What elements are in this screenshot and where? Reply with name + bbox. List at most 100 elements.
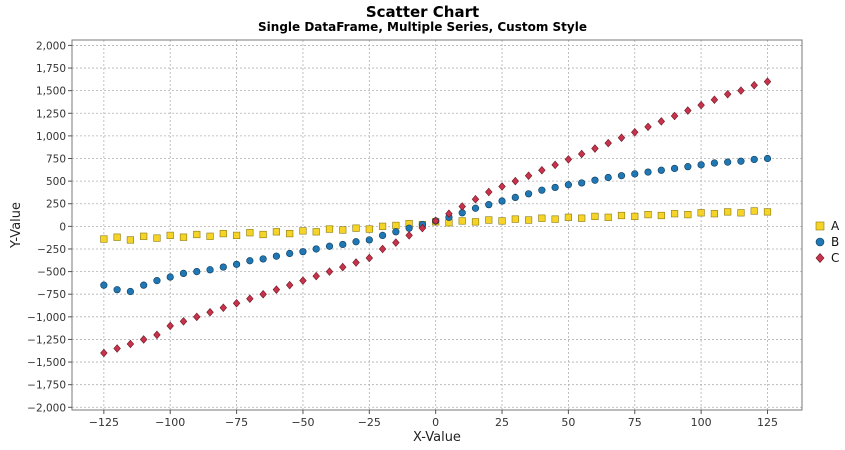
y-tick-label: −1,000 — [27, 312, 66, 324]
data-point-c — [100, 348, 108, 358]
data-point-c — [405, 231, 413, 240]
data-point-c — [365, 253, 374, 263]
data-point-a — [538, 214, 546, 222]
data-point-b — [750, 155, 758, 164]
data-point-a — [365, 225, 373, 233]
data-point-b — [272, 252, 281, 260]
data-point-b — [551, 183, 559, 192]
y-tick-label: 2,000 — [36, 40, 66, 52]
data-point-c — [617, 133, 626, 142]
x-tick-label: 50 — [561, 416, 575, 429]
y-axis-label: Y-Value — [9, 202, 24, 249]
data-point-b — [657, 166, 665, 174]
data-point-c — [485, 187, 493, 197]
x-axis-label: X-Value — [413, 430, 461, 445]
data-point-a — [737, 209, 745, 217]
data-point-a — [724, 208, 732, 216]
y-tick-label: 1,000 — [36, 131, 66, 143]
data-point-a — [312, 228, 320, 236]
legend-marker-a — [815, 221, 825, 231]
data-point-a — [511, 215, 519, 223]
data-point-a — [670, 210, 679, 218]
data-point-a — [339, 226, 347, 234]
data-point-c — [498, 182, 506, 191]
data-point-a — [325, 225, 334, 233]
data-point-c — [312, 271, 320, 281]
data-point-b — [299, 248, 307, 256]
data-point-a — [458, 217, 466, 225]
y-tick-label: −2,000 — [27, 402, 66, 414]
data-point-c — [631, 128, 639, 137]
data-point-b — [259, 255, 267, 263]
data-point-c — [763, 77, 772, 86]
data-point-a — [206, 232, 214, 240]
data-point-c — [644, 122, 652, 132]
plot-frame — [71, 39, 803, 411]
data-point-c — [392, 238, 400, 247]
data-point-c — [259, 289, 267, 299]
data-point-a — [219, 229, 227, 238]
data-point-c — [219, 303, 228, 313]
data-point-b — [352, 238, 360, 246]
data-point-a — [697, 209, 705, 217]
data-point-b — [564, 181, 573, 189]
data-point-b — [670, 164, 679, 173]
data-point-b — [140, 281, 148, 289]
data-point-a — [644, 210, 652, 219]
y-tick-label: −750 — [37, 289, 66, 301]
data-point-c — [418, 223, 427, 233]
legend-item-a: A — [815, 219, 840, 233]
legend-label: C — [831, 251, 839, 265]
data-point-b — [724, 158, 732, 166]
data-point-b — [511, 193, 519, 202]
data-point-a — [750, 207, 758, 215]
y-tick-label: −1,250 — [27, 334, 66, 346]
data-point-b — [219, 263, 227, 271]
data-point-c — [684, 106, 692, 115]
data-point-a — [126, 236, 134, 244]
data-point-c — [750, 80, 758, 90]
data-point-a — [378, 222, 387, 230]
x-tick-label: 125 — [757, 416, 778, 429]
data-point-b — [179, 269, 188, 277]
data-point-a — [272, 228, 281, 236]
data-point-b — [471, 204, 480, 212]
data-point-c — [232, 298, 241, 308]
data-point-a — [259, 230, 267, 239]
data-point-c — [538, 166, 546, 175]
data-point-c — [670, 111, 679, 121]
x-tick-label: 25 — [495, 416, 509, 429]
data-point-a — [551, 215, 559, 223]
data-point-b — [710, 159, 719, 167]
legend-item-b: B — [815, 235, 839, 249]
data-point-b — [325, 242, 334, 250]
data-point-c — [657, 117, 666, 126]
grid-lines — [72, 40, 802, 410]
legend-marker-b — [815, 237, 825, 247]
data-point-a — [179, 233, 188, 241]
data-point-b — [591, 176, 599, 184]
data-point-b — [617, 172, 626, 180]
x-tick-label: 0 — [432, 416, 439, 429]
data-point-b — [538, 186, 546, 194]
data-point-a — [631, 212, 639, 221]
data-point-c — [524, 171, 533, 180]
y-tick-label: −500 — [37, 267, 66, 279]
data-point-c — [299, 276, 307, 285]
data-point-a — [485, 216, 493, 224]
data-point-b — [365, 236, 373, 244]
data-point-a — [232, 231, 241, 240]
data-point-b — [232, 260, 241, 268]
data-point-b — [126, 287, 134, 296]
legend-label: B — [831, 235, 839, 249]
data-point-c — [577, 149, 586, 159]
data-point-a — [763, 208, 772, 216]
data-point-c — [272, 285, 281, 294]
y-tick-label: 500 — [46, 176, 66, 188]
data-point-b — [312, 245, 320, 253]
data-point-c — [697, 100, 705, 110]
data-point-b — [378, 231, 387, 240]
data-point-a — [193, 230, 201, 239]
data-point-b — [737, 157, 745, 165]
